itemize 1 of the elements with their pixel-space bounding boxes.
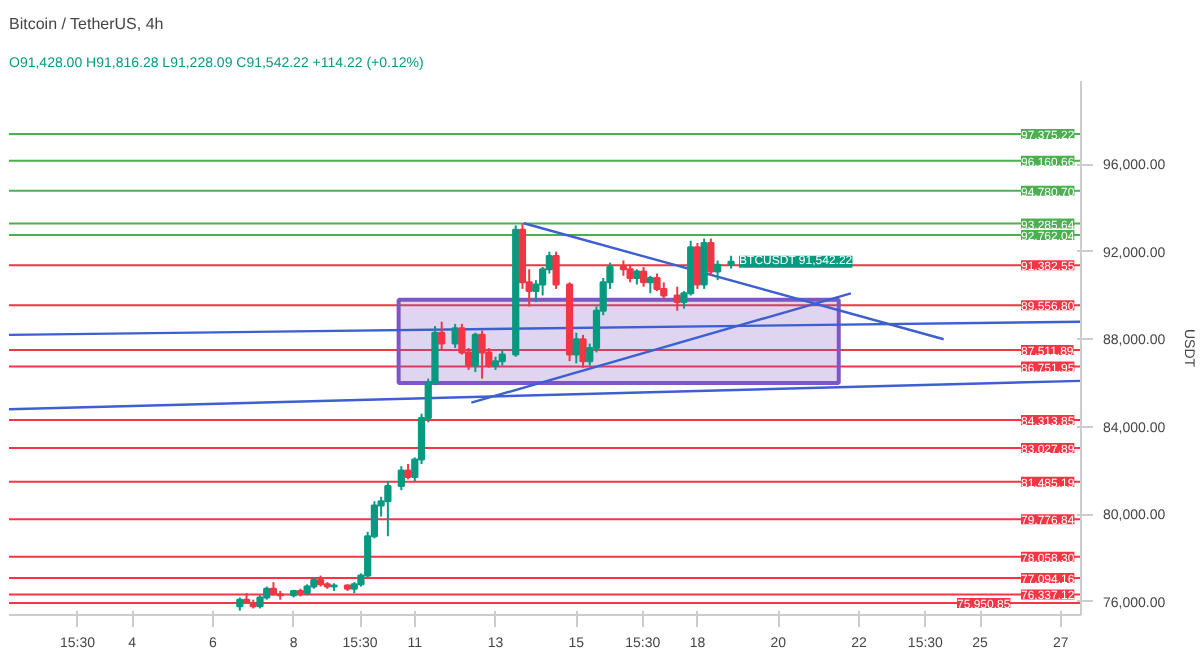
chart-title: Bitcoin / TetherUS, 4h — [9, 15, 164, 33]
